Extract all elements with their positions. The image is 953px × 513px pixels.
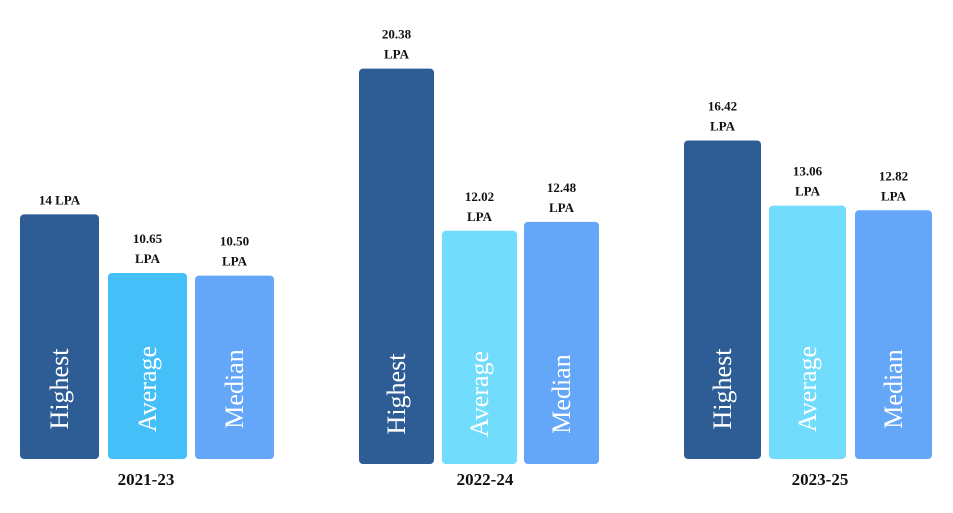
bar-name-highest: Highest [45,348,74,430]
value-label: LPA [881,188,907,203]
bar-average-2021-23 [108,272,187,459]
value-label: 12.48 [547,180,577,195]
bar-name-median: Median [547,354,576,433]
value-label: LPA [549,200,575,215]
bar-name-highest: Highest [382,353,411,435]
group-label: 2023-25 [792,470,849,489]
value-label: 20.38 [382,27,412,42]
bar-name-median: Median [879,349,908,428]
bar-highest-2021-23 [20,214,99,459]
bar-median-2021-23 [195,275,274,459]
bar-group-2021-23: Highest 14 LPA Average 10.65 LPA Median 10.50 L… [20,192,274,489]
bar-name-average: Average [133,346,162,432]
value-label: 10.50 [220,234,249,249]
bar-group-2022-24: Highest 20.38 LPA Average 12.02 LPA Median 12.4… [359,27,599,489]
bar-name-highest: Highest [708,348,737,430]
bar-group-2023-25: Highest 16.42 LPA Average 13.06 LPA Median 12.8… [684,98,932,489]
bar-average-2023-25 [769,205,846,459]
value-label: LPA [384,47,410,62]
value-label: LPA [795,184,821,199]
bar-highest-2022-24 [359,68,434,465]
group-label: 2022-24 [457,470,514,489]
bar-median-2023-25 [855,210,932,459]
value-label: 14 LPA [39,192,81,207]
bar-median-2022-24 [524,221,599,464]
value-label: 16.42 [708,98,737,113]
value-label: 12.02 [465,189,494,204]
value-label: 12.82 [879,168,908,183]
value-label: LPA [135,251,161,266]
value-label: 13.06 [793,164,823,179]
bar-average-2022-24 [442,230,517,464]
value-label: LPA [467,209,493,224]
bar-name-average: Average [465,351,494,437]
value-label: 10.65 [133,231,163,246]
bar-name-median: Median [220,349,249,428]
bar-highest-2023-25 [684,140,761,459]
bar-name-average: Average [793,346,822,432]
group-label: 2021-23 [118,470,175,489]
value-label: LPA [710,118,736,133]
value-label: LPA [222,254,248,269]
